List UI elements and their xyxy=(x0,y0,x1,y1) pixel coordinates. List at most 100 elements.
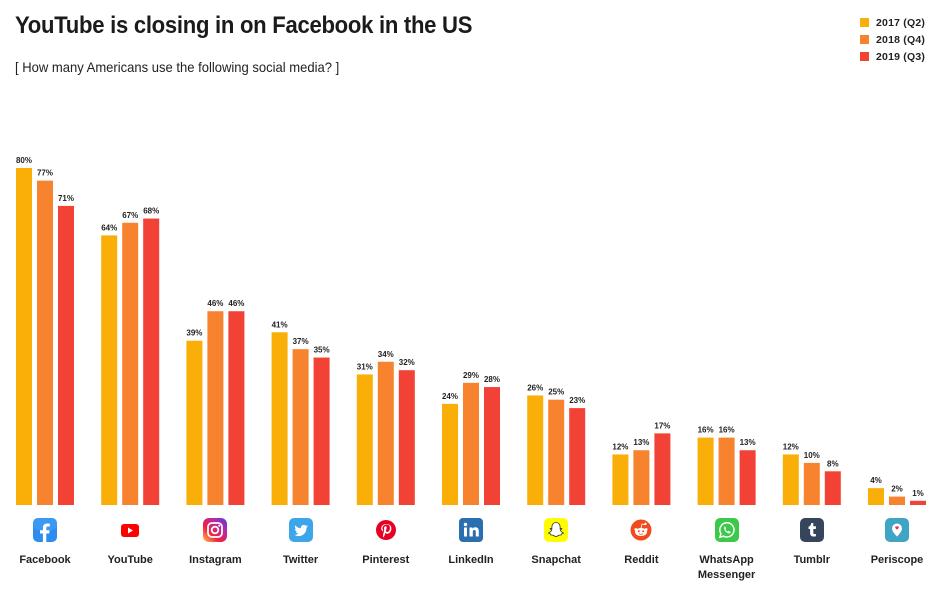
category-label-line: Tumblr xyxy=(793,554,831,566)
category-label-pinterest: Pinterest xyxy=(341,553,431,568)
bar-label-snapchat-2019-q3: 23% xyxy=(569,396,585,405)
bar-label-reddit-2019-q3: 17% xyxy=(654,421,670,430)
category-label-line: Twitter xyxy=(282,554,319,566)
whatsapp-icon xyxy=(714,518,739,542)
bar-pinterest-2017-q2 xyxy=(356,374,373,505)
bar-group-instagram: 39% 46% 46% xyxy=(186,299,244,505)
bar-twitter-2018-q4 xyxy=(292,349,309,505)
bar-label-reddit-2018-q4: 13% xyxy=(633,438,649,447)
category-label-line: LinkedIn xyxy=(448,554,494,566)
bar-group-periscope: 4% 2% 1% xyxy=(868,476,926,505)
bar-label-tumblr-2019-q3: 8% xyxy=(827,459,839,468)
bar-facebook-2018-q4 xyxy=(37,180,53,505)
bar-label-tumblr-2018-q4: 10% xyxy=(804,451,820,460)
bar-label-periscope-2017-q2: 4% xyxy=(870,476,882,485)
bar-label-instagram-2017-q2: 39% xyxy=(186,329,202,338)
youtube-icon xyxy=(118,518,142,542)
legend-item-2018: 2018 (Q4) xyxy=(860,31,925,48)
facebook-icon xyxy=(33,518,57,542)
legend: 2017 (Q2) 2018 (Q4) 2019 (Q3) xyxy=(860,14,925,65)
category-label-periscope: Periscope xyxy=(852,553,939,568)
bar-group-youtube: 64% 67% 68% xyxy=(101,207,160,506)
category-label-twitter: Twitter xyxy=(256,553,346,568)
bar-youtube-2018-q4 xyxy=(122,222,139,505)
category-label-line: WhatsApp xyxy=(699,554,754,566)
bar-snapchat-2017-q2 xyxy=(527,395,544,505)
bar-label-facebook-2019-q3: 71% xyxy=(58,194,74,203)
bar-label-youtube-2019-q3: 68% xyxy=(143,207,159,216)
legend-swatch-2017 xyxy=(860,18,869,27)
linkedin-icon xyxy=(459,518,483,542)
bar-label-twitter-2019-q3: 35% xyxy=(314,346,330,355)
bar-label-snapchat-2018-q4: 25% xyxy=(548,388,564,397)
category-label-line: Reddit xyxy=(624,554,659,566)
bar-label-pinterest-2018-q4: 34% xyxy=(378,350,394,359)
category-label-instagram: Instagram xyxy=(170,553,260,568)
bar-label-pinterest-2017-q2: 31% xyxy=(357,362,373,371)
bar-instagram-2018-q4 xyxy=(207,311,224,505)
bar-pinterest-2019-q3 xyxy=(398,370,415,505)
bar-tumblr-2019-q3 xyxy=(824,471,841,505)
bar-label-linkedin-2019-q3: 28% xyxy=(484,375,500,384)
bar-label-whatsapp-messenger-2019-q3: 13% xyxy=(740,438,756,447)
bar-label-periscope-2019-q3: 1% xyxy=(912,489,924,498)
bar-label-linkedin-2018-q4: 29% xyxy=(463,371,479,380)
bar-group-twitter: 41% 37% 35% xyxy=(272,320,330,505)
legend-swatch-2018 xyxy=(860,35,869,44)
bar-label-whatsapp-messenger-2017-q2: 16% xyxy=(698,426,714,435)
bar-label-tumblr-2017-q2: 12% xyxy=(783,442,799,451)
bar-label-twitter-2017-q2: 41% xyxy=(272,320,288,329)
bar-reddit-2019-q3 xyxy=(654,433,671,505)
bar-twitter-2019-q3 xyxy=(313,357,330,505)
category-label-tumblr: Tumblr xyxy=(767,553,857,568)
category-label-line: Pinterest xyxy=(362,554,410,566)
bar-group-whatsapp-messenger: 16% 16% 13% xyxy=(698,426,756,505)
bar-reddit-2018-q4 xyxy=(633,450,650,505)
periscope-icon xyxy=(885,518,909,542)
snapchat-icon xyxy=(544,518,569,542)
bar-group-linkedin: 24% 29% 28% xyxy=(442,371,500,505)
bar-label-linkedin-2017-q2: 24% xyxy=(442,392,458,401)
category-label-line: YouTube xyxy=(107,554,153,566)
category-label-snapchat: Snapchat xyxy=(511,553,601,568)
category-label-youtube: YouTube xyxy=(85,553,175,568)
legend-swatch-2019 xyxy=(860,52,869,61)
pinterest-icon xyxy=(374,518,398,542)
bar-linkedin-2019-q3 xyxy=(484,387,500,505)
tumblr-icon xyxy=(799,518,824,542)
category-label-linkedin: LinkedIn xyxy=(426,553,516,568)
category-label-facebook: Facebook xyxy=(0,553,90,568)
category-label-line: Periscope xyxy=(870,554,924,566)
bar-group-snapchat: 26% 25% 23% xyxy=(527,383,585,505)
bar-instagram-2019-q3 xyxy=(228,311,245,505)
chart-subtitle: [ How many Americans use the following s… xyxy=(15,59,340,75)
legend-label-2018: 2018 (Q4) xyxy=(876,33,926,46)
category-label-line: Messenger xyxy=(697,569,756,581)
bar-snapchat-2018-q4 xyxy=(548,399,565,505)
bar-label-periscope-2018-q4: 2% xyxy=(891,485,903,494)
bar-snapchat-2019-q3 xyxy=(569,408,586,505)
bar-label-pinterest-2019-q3: 32% xyxy=(399,358,415,367)
bar-whatsapp-messenger-2019-q3 xyxy=(739,450,756,505)
bar-instagram-2017-q2 xyxy=(186,340,203,505)
bar-linkedin-2018-q4 xyxy=(463,382,479,505)
bar-group-reddit: 12% 13% 17% xyxy=(612,421,670,505)
bar-label-instagram-2019-q3: 46% xyxy=(228,299,244,308)
category-label-line: Instagram xyxy=(189,554,242,566)
bar-youtube-2019-q3 xyxy=(143,218,160,506)
bar-facebook-2019-q3 xyxy=(58,205,74,505)
bar-group-facebook: 80% 77% 71% xyxy=(16,156,74,505)
bar-group-pinterest: 31% 34% 32% xyxy=(357,350,415,505)
bar-label-reddit-2017-q2: 12% xyxy=(612,442,628,451)
reddit-icon xyxy=(629,518,653,542)
bar-label-instagram-2018-q4: 46% xyxy=(207,299,223,308)
bar-periscope-2017-q2 xyxy=(868,488,884,505)
bar-whatsapp-messenger-2018-q4 xyxy=(718,437,735,505)
bar-label-facebook-2017-q2: 80% xyxy=(16,156,32,165)
bar-periscope-2018-q4 xyxy=(889,496,905,505)
bar-pinterest-2018-q4 xyxy=(377,361,394,505)
bar-label-snapchat-2017-q2: 26% xyxy=(527,383,543,392)
bar-reddit-2017-q2 xyxy=(612,454,629,505)
twitter-icon xyxy=(288,518,313,542)
legend-label-2017: 2017 (Q2) xyxy=(876,16,926,29)
